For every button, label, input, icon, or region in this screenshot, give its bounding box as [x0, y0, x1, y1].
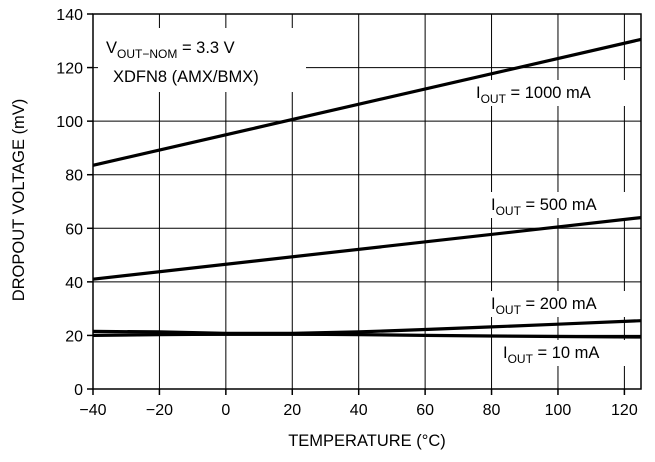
y-tick-label: 20 — [65, 328, 83, 345]
x-tick-label: 80 — [483, 402, 501, 419]
annotation-background — [98, 28, 306, 92]
y-tick-label: 40 — [65, 275, 83, 292]
y-tick-label: 60 — [65, 221, 83, 238]
series-label-1000ma: IOUT = 1000 mA — [476, 84, 591, 106]
x-tick-label: −20 — [146, 402, 173, 419]
x-tick-label: 100 — [545, 402, 572, 419]
series-line-0 — [92, 37, 642, 167]
y-tick-label: 0 — [74, 382, 83, 399]
y-tick-label: 80 — [65, 168, 83, 185]
series-label-background — [497, 340, 639, 366]
y-tick-label: 140 — [56, 7, 83, 24]
series-label-background — [470, 80, 638, 106]
series-line-1 — [92, 216, 642, 281]
y-axis-title: DROPOUT VOLTAGE (mV) — [10, 99, 28, 302]
annotation-vout: VOUT−NOM = 3.3 V — [106, 39, 235, 61]
series-label-500ma: IOUT = 500 mA — [491, 196, 597, 218]
x-tick-label: 0 — [221, 402, 230, 419]
axis-ticks: 0 20 40 60 80 100 120 140 −40 −20 0 20 40 60 80 100 120 — [56, 7, 638, 419]
series-line-2 — [92, 319, 642, 335]
grid — [93, 13, 641, 389]
y-tick-label: 100 — [56, 114, 83, 131]
series-label-10ma: IOUT = 10 mA — [503, 344, 599, 366]
y-tick-label: 120 — [56, 61, 83, 78]
series-line-3 — [92, 332, 642, 339]
series-label-200ma: IOUT = 200 mA — [491, 295, 597, 317]
plot-frame — [92, 13, 642, 390]
x-tick-label: 20 — [283, 402, 301, 419]
series-label-background — [485, 192, 639, 218]
x-tick-label: 120 — [611, 402, 638, 419]
x-tick-label: 60 — [416, 402, 434, 419]
x-tick-label: −40 — [79, 402, 106, 419]
annotation-package: XDFN8 (AMX/BMX) — [113, 68, 259, 86]
series-label-background — [485, 291, 639, 317]
x-tick-label: 40 — [350, 402, 368, 419]
plot-border — [92, 13, 642, 390]
x-axis-title: TEMPERATURE (°C) — [288, 432, 446, 450]
series-lines — [92, 37, 642, 339]
